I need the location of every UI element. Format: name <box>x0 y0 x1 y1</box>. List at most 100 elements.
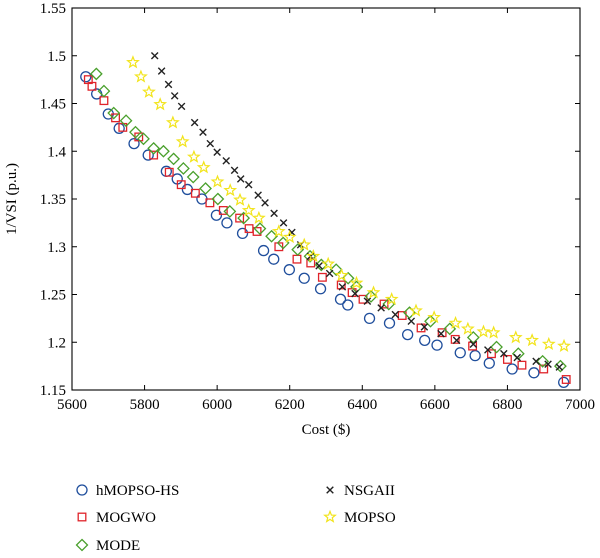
data-point <box>315 262 323 270</box>
data-point <box>252 227 262 236</box>
data-point <box>358 294 368 304</box>
data-point <box>149 150 159 160</box>
legend-item: hMOPSO-HS <box>76 483 179 499</box>
data-point <box>223 183 238 197</box>
data-point <box>483 357 495 369</box>
y-tick-label: 1.55 <box>40 1 66 17</box>
x-tick-label: 6600 <box>420 397 450 413</box>
axis-ticks: 5600 5800 6000 6200 6400 6600 6800 7000 1.15 1.2 1… <box>40 1 595 413</box>
data-point <box>407 317 416 326</box>
legend-marker <box>77 512 87 522</box>
y-tick-label: 1.25 <box>40 288 66 304</box>
data-point <box>517 360 527 370</box>
data-point <box>164 80 173 89</box>
data-point <box>142 149 154 161</box>
data-point <box>325 269 334 278</box>
data-point <box>257 244 270 257</box>
data-point <box>199 182 212 195</box>
legend-marker <box>75 538 89 552</box>
data-point <box>221 217 233 229</box>
data-point <box>253 222 267 236</box>
series-nsgaii <box>150 51 564 371</box>
data-point <box>448 315 463 330</box>
data-point <box>383 317 396 329</box>
data-point <box>167 152 181 166</box>
data-point <box>87 81 97 91</box>
data-point <box>469 349 481 362</box>
data-point <box>500 349 508 358</box>
data-point <box>210 209 223 221</box>
data-point <box>555 363 564 371</box>
legend-label: NSGAII <box>344 483 395 499</box>
data-point <box>89 67 103 81</box>
x-tick-label: 6400 <box>347 397 377 413</box>
data-point <box>274 242 284 252</box>
x-tick-label: 6000 <box>202 397 232 413</box>
plot-area: 5600 5800 6000 6200 6400 6600 6800 7000 1.15 1.2 1… <box>40 1 595 413</box>
series-hmopso-hs <box>80 71 570 389</box>
data-point <box>427 310 442 324</box>
data-point <box>235 213 245 223</box>
data-point <box>366 285 381 299</box>
data-point <box>157 67 166 75</box>
data-point <box>128 137 140 150</box>
data-point <box>129 125 142 139</box>
data-point <box>99 96 109 106</box>
legend-marker <box>76 484 88 496</box>
data-point <box>222 157 231 165</box>
legend-item: MOPSO <box>323 509 396 526</box>
y-tick-label: 1.45 <box>40 97 66 113</box>
data-point <box>206 139 215 148</box>
data-point <box>170 92 179 100</box>
data-point <box>142 84 156 98</box>
data-point <box>490 340 503 354</box>
data-point <box>297 237 312 251</box>
x-tick-label: 5800 <box>130 397 160 413</box>
data-point <box>211 192 225 206</box>
legend: hMOPSO-HS MOGWO MODE NSGAII MOPSO <box>75 483 396 554</box>
data-point <box>181 183 194 196</box>
data-point <box>271 224 286 238</box>
data-point <box>511 347 525 361</box>
data-point <box>298 272 310 284</box>
series-mopso <box>126 55 571 352</box>
data-point <box>466 331 480 344</box>
data-point <box>349 275 364 289</box>
data-point <box>329 263 343 277</box>
data-point <box>303 249 317 263</box>
data-point <box>157 144 170 158</box>
data-point <box>502 354 512 364</box>
data-point <box>363 312 376 325</box>
data-point <box>164 167 174 177</box>
data-point <box>236 175 245 183</box>
data-point <box>186 170 200 184</box>
data-point <box>334 293 347 305</box>
y-tick-label: 1.3 <box>47 240 66 256</box>
y-tick-label: 1.4 <box>47 144 66 160</box>
data-point <box>283 264 296 276</box>
data-point <box>292 254 302 264</box>
y-tick-label: 1.2 <box>47 335 66 351</box>
data-point <box>153 97 168 111</box>
data-point <box>561 375 571 384</box>
legend-item: MODE <box>75 538 140 554</box>
data-point <box>558 376 570 389</box>
legend-item: MOGWO <box>77 510 156 526</box>
data-point <box>107 106 121 120</box>
data-point <box>147 141 161 155</box>
legend-marker <box>323 509 337 523</box>
data-point <box>409 303 423 317</box>
data-point <box>401 328 414 341</box>
legend-label: MODE <box>96 538 140 554</box>
data-point <box>420 323 429 331</box>
data-point <box>454 347 466 359</box>
data-point <box>176 162 190 175</box>
data-point <box>213 148 221 156</box>
data-point <box>196 160 211 174</box>
data-point <box>437 328 447 338</box>
data-point <box>196 193 208 205</box>
data-point <box>557 338 571 352</box>
series-mode <box>89 67 567 373</box>
data-point <box>176 180 186 190</box>
data-point <box>265 229 278 243</box>
